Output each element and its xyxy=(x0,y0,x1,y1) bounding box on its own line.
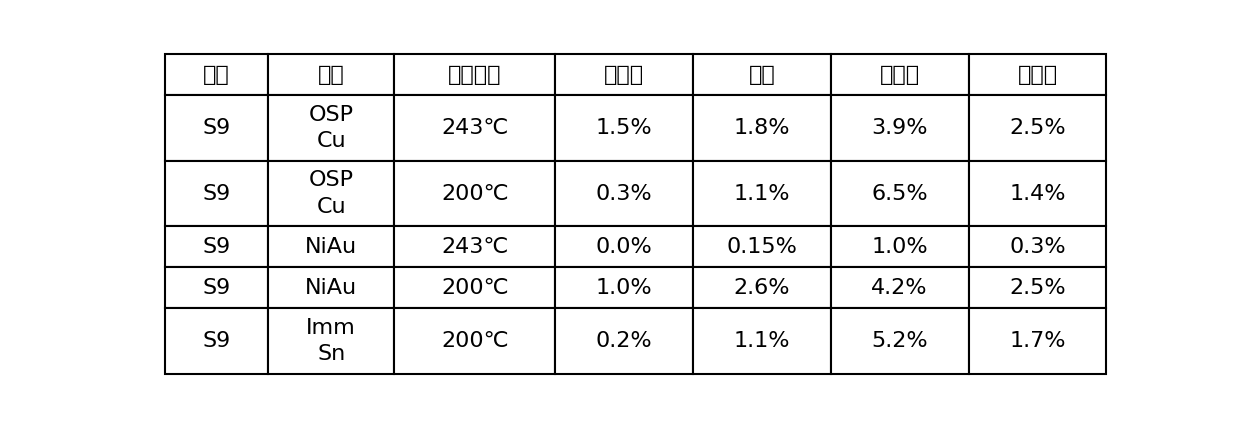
Polygon shape xyxy=(394,309,556,374)
Polygon shape xyxy=(268,54,394,95)
Text: 6.5%: 6.5% xyxy=(872,184,928,204)
Text: NiAu: NiAu xyxy=(305,237,357,257)
Polygon shape xyxy=(165,161,268,226)
Text: Imm
Sn: Imm Sn xyxy=(306,318,356,365)
Text: 2.5%: 2.5% xyxy=(1009,118,1066,138)
Polygon shape xyxy=(693,309,831,374)
Text: 最低值: 最低值 xyxy=(604,64,644,85)
Polygon shape xyxy=(693,226,831,268)
Text: 1.0%: 1.0% xyxy=(872,237,928,257)
Polygon shape xyxy=(268,226,394,268)
Polygon shape xyxy=(831,161,968,226)
Text: 最高值: 最高值 xyxy=(879,64,920,85)
Text: 1.8%: 1.8% xyxy=(734,118,790,138)
Polygon shape xyxy=(968,268,1106,309)
Polygon shape xyxy=(165,309,268,374)
Text: 1.7%: 1.7% xyxy=(1009,331,1065,351)
Text: 0.15%: 0.15% xyxy=(727,237,797,257)
Text: S9: S9 xyxy=(202,118,231,138)
Polygon shape xyxy=(693,54,831,95)
Text: 4.2%: 4.2% xyxy=(872,278,928,298)
Polygon shape xyxy=(394,268,556,309)
Polygon shape xyxy=(394,226,556,268)
Polygon shape xyxy=(556,309,693,374)
Text: 243℃: 243℃ xyxy=(441,118,508,138)
Polygon shape xyxy=(693,268,831,309)
Polygon shape xyxy=(831,95,968,161)
Text: S9: S9 xyxy=(202,237,231,257)
Text: 5.2%: 5.2% xyxy=(872,331,928,351)
Text: 0.3%: 0.3% xyxy=(595,184,652,204)
Polygon shape xyxy=(831,226,968,268)
Text: 1.1%: 1.1% xyxy=(734,184,790,204)
Text: S9: S9 xyxy=(202,278,231,298)
Text: S9: S9 xyxy=(202,331,231,351)
Text: 峰值温度: 峰值温度 xyxy=(448,64,501,85)
Polygon shape xyxy=(556,95,693,161)
Polygon shape xyxy=(556,54,693,95)
Polygon shape xyxy=(165,54,268,95)
Polygon shape xyxy=(268,268,394,309)
Polygon shape xyxy=(165,95,268,161)
Polygon shape xyxy=(968,95,1106,161)
Polygon shape xyxy=(556,226,693,268)
Text: 243℃: 243℃ xyxy=(441,237,508,257)
Text: S9: S9 xyxy=(202,184,231,204)
Polygon shape xyxy=(831,268,968,309)
Polygon shape xyxy=(268,95,394,161)
Text: 中值: 中值 xyxy=(749,64,775,85)
Polygon shape xyxy=(968,226,1106,268)
Polygon shape xyxy=(693,95,831,161)
Polygon shape xyxy=(268,309,394,374)
Polygon shape xyxy=(394,95,556,161)
Polygon shape xyxy=(165,226,268,268)
Text: 2.6%: 2.6% xyxy=(734,278,790,298)
Text: 0.0%: 0.0% xyxy=(595,237,652,257)
Polygon shape xyxy=(968,54,1106,95)
Text: 0.3%: 0.3% xyxy=(1009,237,1066,257)
Text: 0.2%: 0.2% xyxy=(595,331,652,351)
Text: 200℃: 200℃ xyxy=(441,184,508,204)
Polygon shape xyxy=(394,161,556,226)
Text: OSP
Cu: OSP Cu xyxy=(309,170,353,217)
Text: 1.5%: 1.5% xyxy=(595,118,652,138)
Polygon shape xyxy=(556,268,693,309)
Polygon shape xyxy=(968,309,1106,374)
Text: NiAu: NiAu xyxy=(305,278,357,298)
Text: 200℃: 200℃ xyxy=(441,331,508,351)
Text: 2.5%: 2.5% xyxy=(1009,278,1066,298)
Text: 平均值: 平均值 xyxy=(1017,64,1058,85)
Text: 1.1%: 1.1% xyxy=(734,331,790,351)
Text: 200℃: 200℃ xyxy=(441,278,508,298)
Polygon shape xyxy=(968,161,1106,226)
Polygon shape xyxy=(268,161,394,226)
Polygon shape xyxy=(693,161,831,226)
Text: 样品: 样品 xyxy=(203,64,229,85)
Polygon shape xyxy=(165,268,268,309)
Text: 1.4%: 1.4% xyxy=(1009,184,1065,204)
Text: 饰面: 饰面 xyxy=(317,64,345,85)
Polygon shape xyxy=(556,161,693,226)
Polygon shape xyxy=(394,54,556,95)
Text: 3.9%: 3.9% xyxy=(872,118,928,138)
Polygon shape xyxy=(831,54,968,95)
Polygon shape xyxy=(831,309,968,374)
Text: OSP
Cu: OSP Cu xyxy=(309,105,353,151)
Text: 1.0%: 1.0% xyxy=(595,278,652,298)
